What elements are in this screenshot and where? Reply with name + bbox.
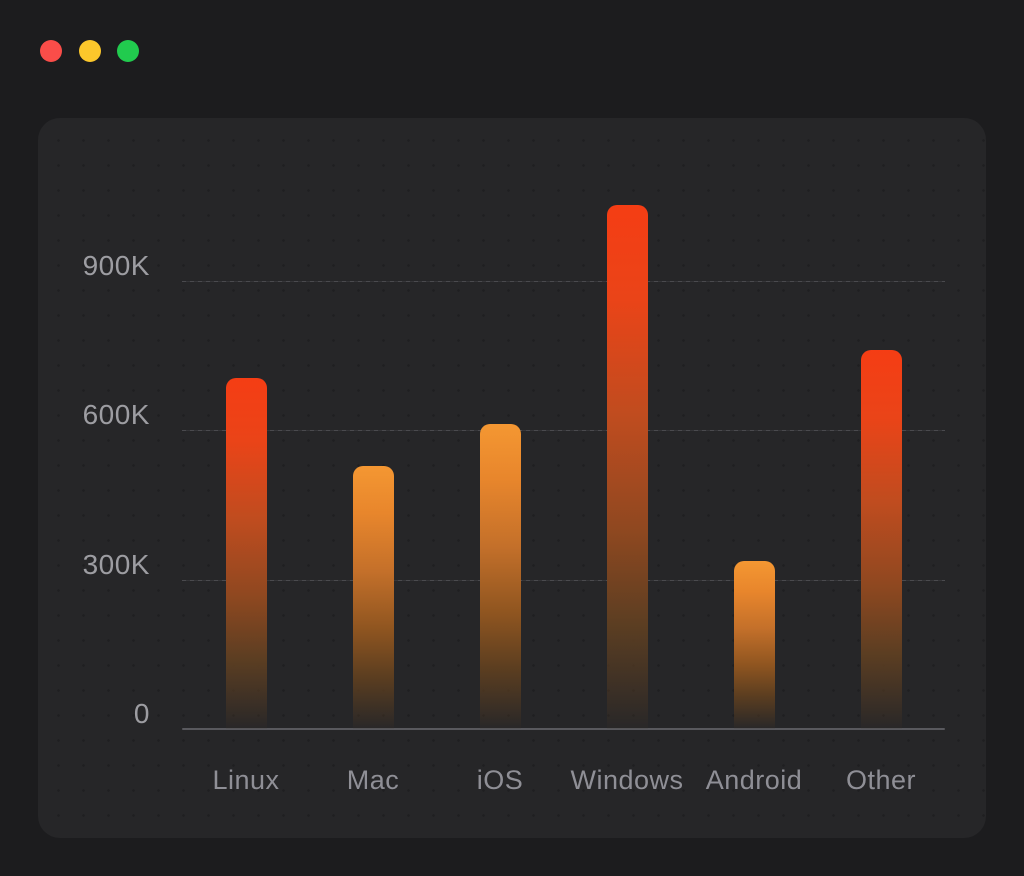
minimize-button[interactable] [79,40,101,62]
x-axis-line [182,728,945,730]
bar-other[interactable] [860,350,902,729]
gridline [182,430,945,431]
titlebar [0,0,1024,100]
x-category-label: Other [845,765,917,795]
x-category-label: iOS [476,765,524,795]
zoom-button[interactable] [117,40,139,62]
gridline [182,280,945,282]
x-category-label: Windows [570,765,684,795]
y-tick-label: 600K [82,399,150,430]
bar-mac[interactable] [352,466,394,729]
x-category-label: Android [705,765,803,795]
close-button[interactable] [40,40,62,62]
y-tick-label: 0 [133,698,150,729]
x-category-label: Mac [346,765,400,795]
bar-android[interactable] [733,561,775,729]
bar-linux[interactable] [225,377,267,729]
gridline [182,579,945,581]
y-tick-label: 900K [82,249,150,281]
x-category-label: Linux [212,765,280,795]
y-tick-label: 300K [82,548,150,580]
bar-windows[interactable] [606,204,648,729]
bar-ios[interactable] [479,423,521,729]
